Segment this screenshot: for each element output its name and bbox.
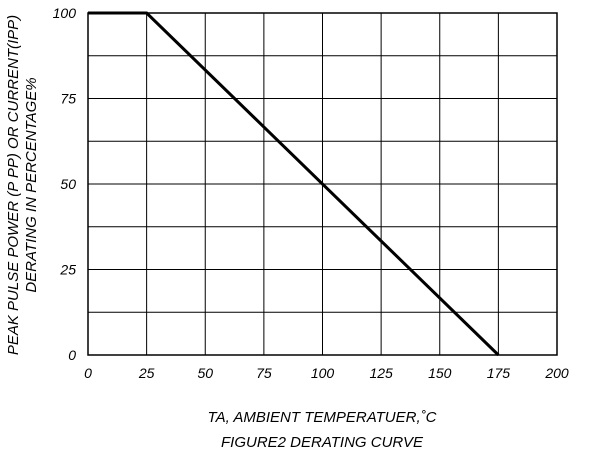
x-tick-label: 200 bbox=[544, 365, 569, 381]
figure-caption: FIGURE2 DERATING CURVE bbox=[221, 434, 424, 451]
x-tick-labels: 0 25 50 75 100 125 150 175 200 bbox=[84, 365, 569, 381]
x-tick-label: 50 bbox=[197, 365, 213, 381]
y-tick-label: 50 bbox=[60, 176, 76, 192]
derating-curve-line bbox=[88, 11, 500, 357]
y-tick-labels: 0 25 50 75 100 bbox=[53, 5, 77, 363]
x-tick-label: 100 bbox=[311, 365, 335, 381]
y-tick-label: 25 bbox=[59, 262, 76, 278]
x-tick-label: 150 bbox=[428, 365, 452, 381]
y-axis-label-line1: PEAK PULSE POWER (P PP) OR CURRENT(IPP) bbox=[5, 15, 22, 355]
plot-frame bbox=[87, 12, 558, 356]
x-tick-label: 25 bbox=[138, 365, 155, 381]
x-tick-label: 125 bbox=[369, 365, 393, 381]
y-tick-label: 100 bbox=[53, 5, 77, 21]
x-tick-label: 0 bbox=[84, 365, 92, 381]
x-tick-label: 75 bbox=[256, 365, 272, 381]
y-tick-label: 0 bbox=[68, 347, 76, 363]
x-tick-label: 175 bbox=[487, 365, 511, 381]
y-tick-label: 75 bbox=[60, 91, 76, 107]
x-axis-label: TA, AMBIENT TEMPERATUER,˚C bbox=[208, 409, 437, 426]
y-axis-label-line2: DERATING IN PERCENTAGE% bbox=[23, 77, 40, 292]
